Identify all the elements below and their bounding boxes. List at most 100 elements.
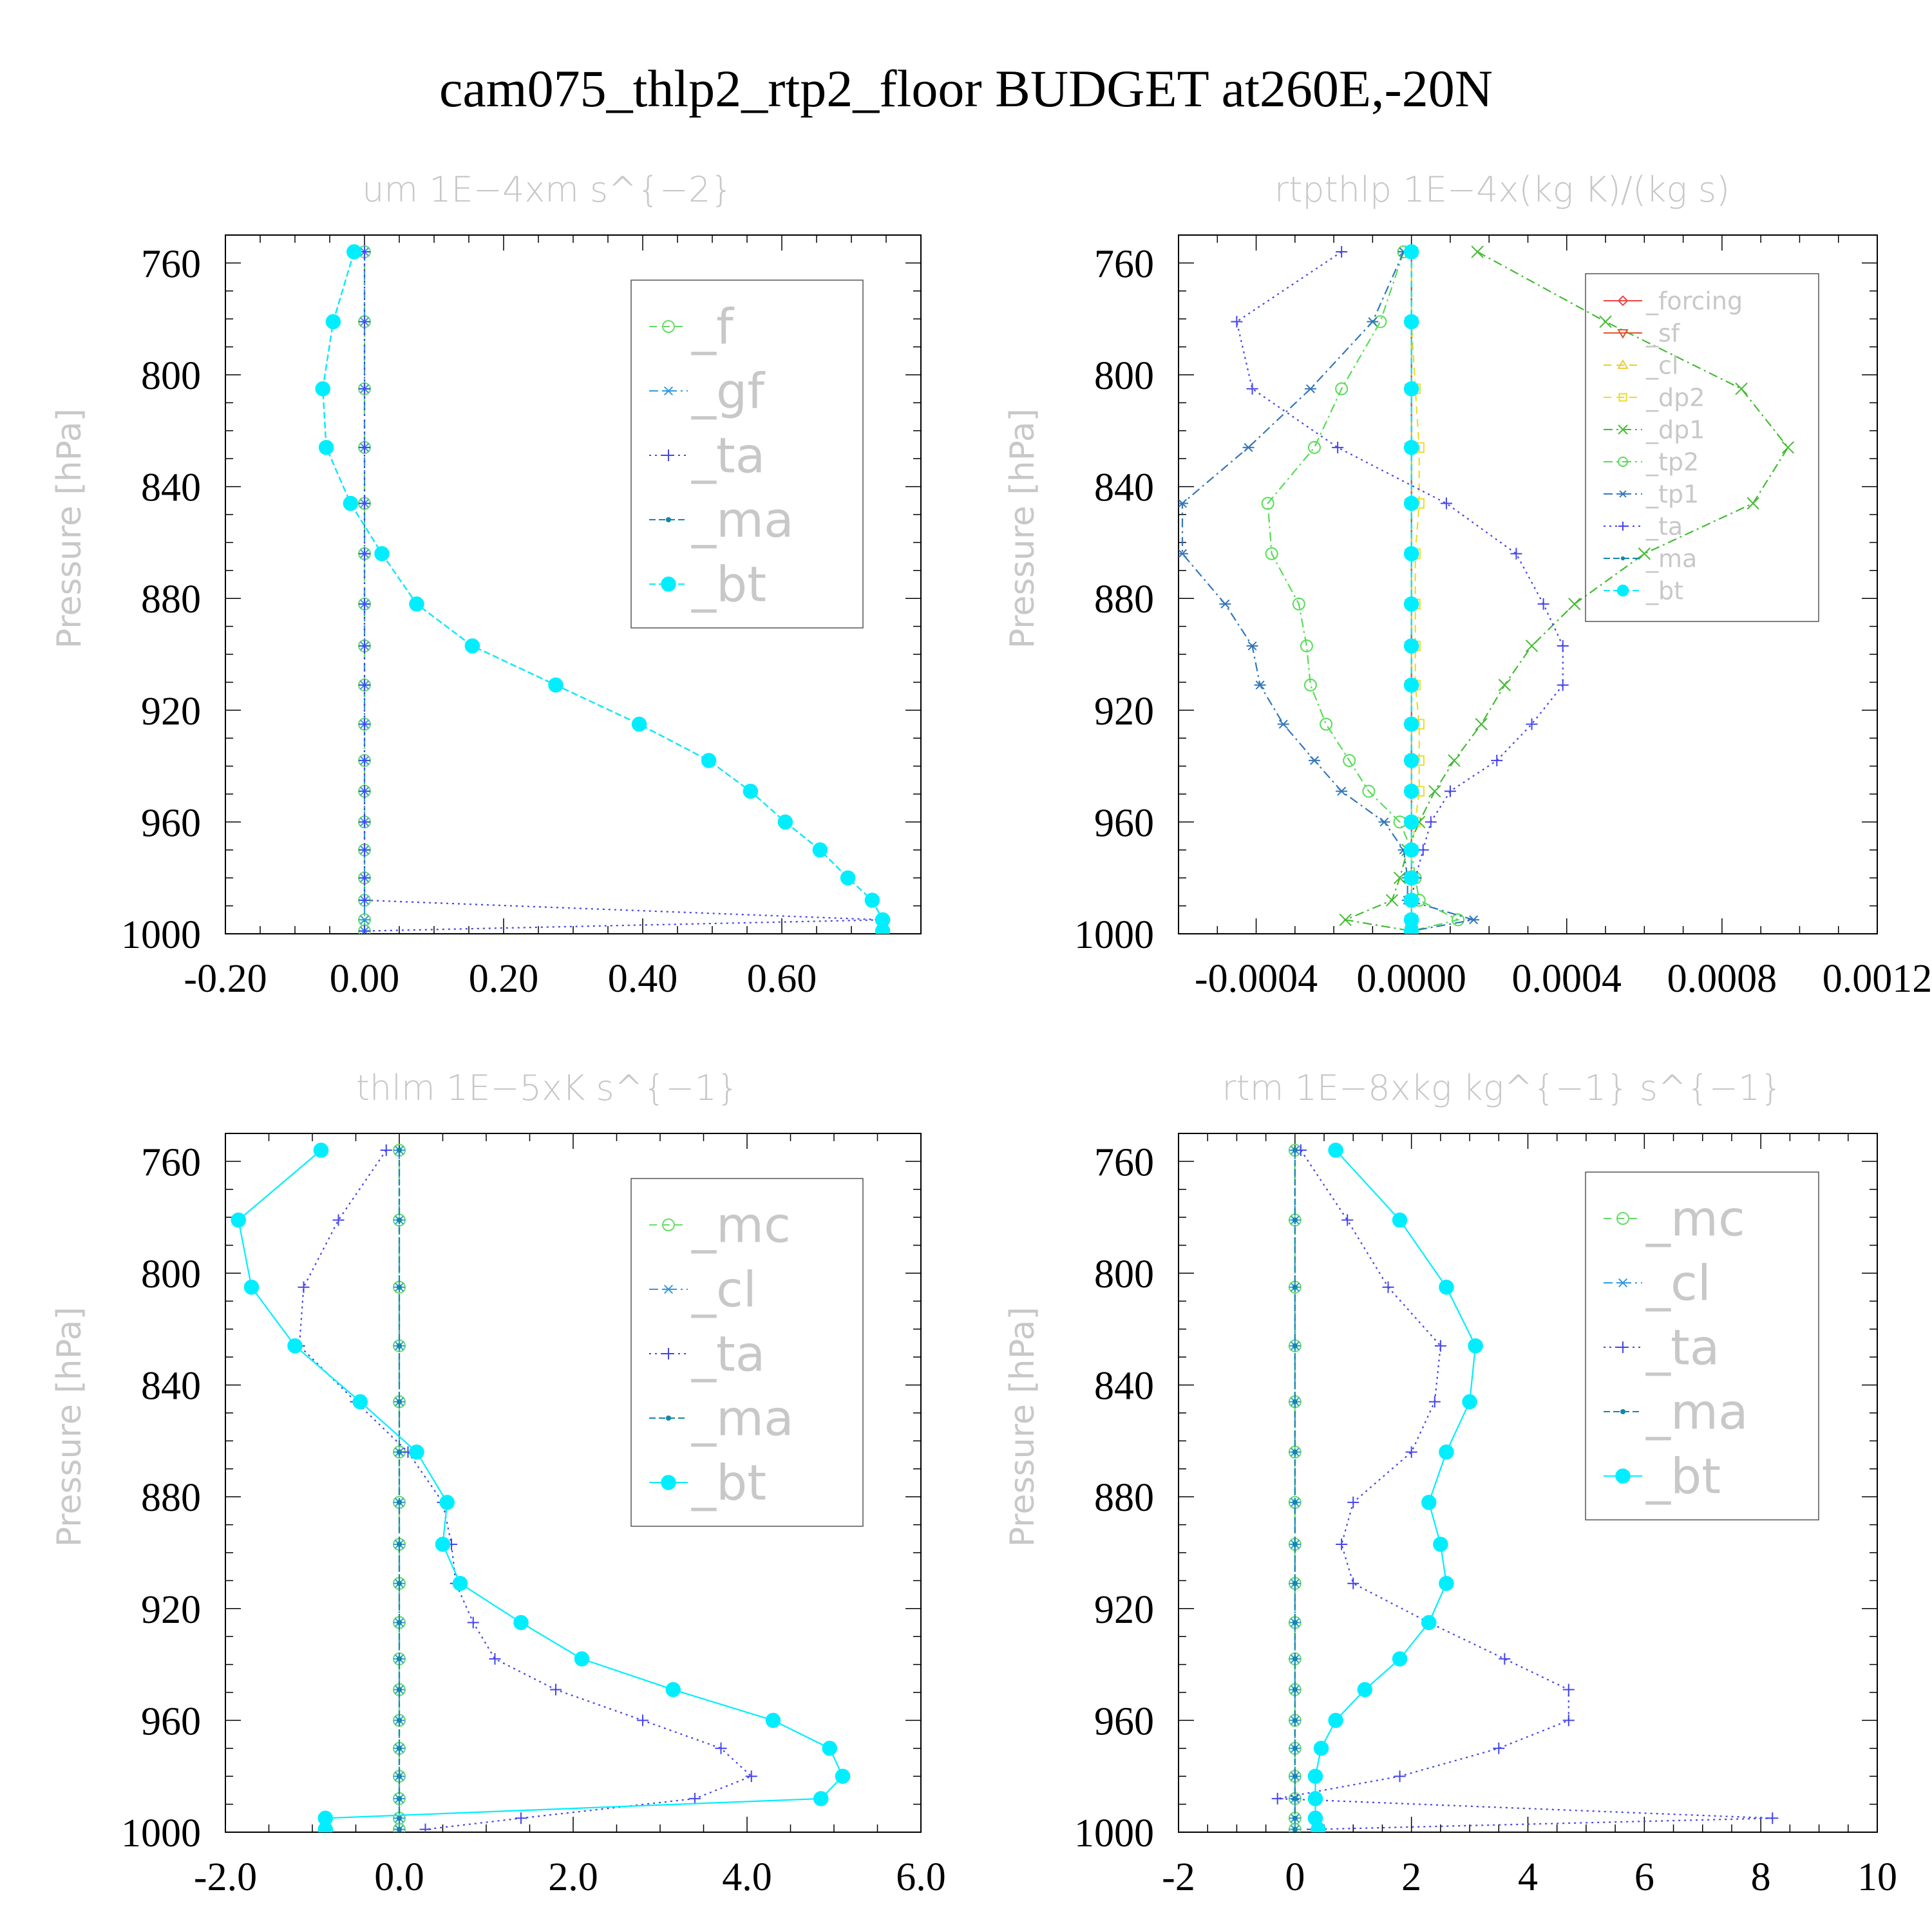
data-point_bt [1311, 1821, 1326, 1832]
data-point_ta [1526, 718, 1538, 730]
legend-label_tp1: _tp1 [1645, 480, 1699, 508]
data-point_ta [1499, 1653, 1511, 1665]
data-point_bt [548, 677, 564, 693]
legend-label_bt: _bt [691, 1454, 766, 1511]
data-point_tp1 [1179, 549, 1189, 558]
data-point_dp1 [1498, 679, 1511, 692]
data-point_tp1 [1336, 786, 1348, 796]
data-point_ta [1231, 316, 1243, 328]
data-point_bt [822, 1741, 837, 1756]
data-point_ta [1440, 497, 1452, 509]
data-point_bt [464, 638, 480, 654]
panel-um: um 1E−4xm s^{−2} Pressure [hPa] -0.20 0.00 0… [50, 169, 922, 1001]
legend-label_tp2: _tp2 [1645, 448, 1699, 476]
y-tick-label: 800 [141, 1253, 201, 1296]
data-point_dp1 [1747, 497, 1759, 510]
data-point_bt [346, 244, 362, 260]
data-point_gf [359, 915, 370, 925]
data-point_bt [765, 1712, 781, 1728]
series_bt [315, 244, 891, 934]
data-point_ma [1292, 1343, 1298, 1349]
data-point_ta [1246, 383, 1258, 395]
panel-title: thlm 1E−5xK s^{−1} [356, 1068, 739, 1108]
data-point_bt [1328, 1712, 1343, 1728]
legend-label_f: _f [691, 298, 735, 355]
data-point_tp2 [1343, 753, 1356, 767]
legend-marker_cl [663, 1284, 674, 1294]
y-tick-label: 1000 [121, 913, 201, 957]
data-point_ta [1394, 1770, 1406, 1783]
y-tick-label: 840 [1094, 466, 1154, 510]
data-point_ma [396, 1774, 402, 1779]
data-point_ta [359, 844, 370, 856]
legend-marker_forcing [1617, 295, 1629, 307]
data-point_ta [1444, 785, 1456, 797]
data-point_bt [1403, 495, 1419, 511]
data-point_bt [1403, 244, 1419, 260]
figure-title: cam075_thlp2_rtp2_floor BUDGET at260E,-2… [439, 59, 1493, 118]
data-point_ta [1332, 441, 1344, 453]
y-tick-label: 800 [1094, 354, 1154, 398]
data-point_ma [1292, 1284, 1298, 1290]
data-point_ma [1292, 1580, 1298, 1586]
legend-label_bt: _bt [691, 556, 766, 613]
series_dp1 [1339, 245, 1795, 934]
x-tick-label: 0.20 [469, 957, 539, 1001]
y-tick-label: 920 [1094, 690, 1154, 734]
legend-box [630, 1178, 864, 1527]
x-tick-label: 4 [1518, 1855, 1538, 1899]
y-axis-label: Pressure [hPa] [1003, 1307, 1042, 1547]
legend-label_ta: _ta [691, 1325, 765, 1383]
panel-rtpthlp: rtpthlp 1E−4x(kg K)/(kg s) Pressure [hPa]… [1003, 169, 1932, 1001]
data-point_bt [1439, 1575, 1454, 1591]
x-tick-label: 0.0 [374, 1855, 424, 1899]
data-point_ma [396, 1541, 402, 1548]
data-point_bt [864, 893, 880, 908]
data-point_bt [1421, 1615, 1437, 1631]
legend-marker_bt [661, 1475, 676, 1490]
data-point_ta [1336, 1538, 1348, 1550]
data-point_dp1 [1471, 245, 1484, 258]
legend-label_cl: _cl [1645, 1255, 1711, 1312]
data-point_bt [325, 314, 341, 330]
series_bt [1403, 244, 1419, 934]
data-point_bt [1439, 1279, 1454, 1295]
y-tick-label: 840 [1094, 1365, 1154, 1408]
series_ta [1271, 1144, 1779, 1832]
data-point_tp2 [1452, 913, 1464, 927]
data-point_ta [1336, 246, 1348, 258]
data-point_ta [689, 1792, 701, 1804]
data-point_bt [1307, 1768, 1323, 1784]
series-line_ta [298, 1150, 753, 1830]
data-point_ta [1557, 639, 1569, 652]
data-point_ta [359, 598, 370, 610]
data-point_bt [374, 546, 390, 562]
data-point_ta [1557, 679, 1569, 691]
x-tick-label: 0.60 [747, 957, 817, 1001]
legend-label_ta: _ta [1645, 512, 1683, 540]
y-tick-label: 880 [141, 1476, 201, 1520]
x-tick-label: -2.0 [194, 1855, 257, 1899]
data-point_ma [396, 1284, 402, 1290]
y-axis-label: Pressure [hPa] [50, 1307, 89, 1547]
data-point_ma [396, 1499, 402, 1505]
data-point_tp1 [1468, 915, 1480, 925]
data-point_ta [359, 785, 370, 797]
series_ma [396, 1147, 402, 1832]
data-point_ta [745, 1770, 757, 1783]
data-point_ta [359, 383, 370, 395]
data-point_ma [1292, 1656, 1298, 1662]
legend-marker_dp2 [1618, 393, 1627, 402]
data-point_ma [1292, 1499, 1298, 1505]
data-point_ma [396, 1718, 402, 1723]
data-point_bt [452, 1575, 468, 1591]
legend-marker_ma [1620, 1408, 1626, 1415]
y-tick-label: 760 [1094, 242, 1154, 286]
data-point_bt [1462, 1394, 1477, 1410]
data-point_ta [515, 1812, 527, 1824]
series_ta [1231, 246, 1569, 934]
legend-label_cl: _cl [1645, 351, 1678, 379]
x-tick-label: 4.0 [722, 1855, 772, 1899]
series-line_tp2 [1267, 251, 1461, 932]
data-point_ma [396, 1449, 402, 1455]
